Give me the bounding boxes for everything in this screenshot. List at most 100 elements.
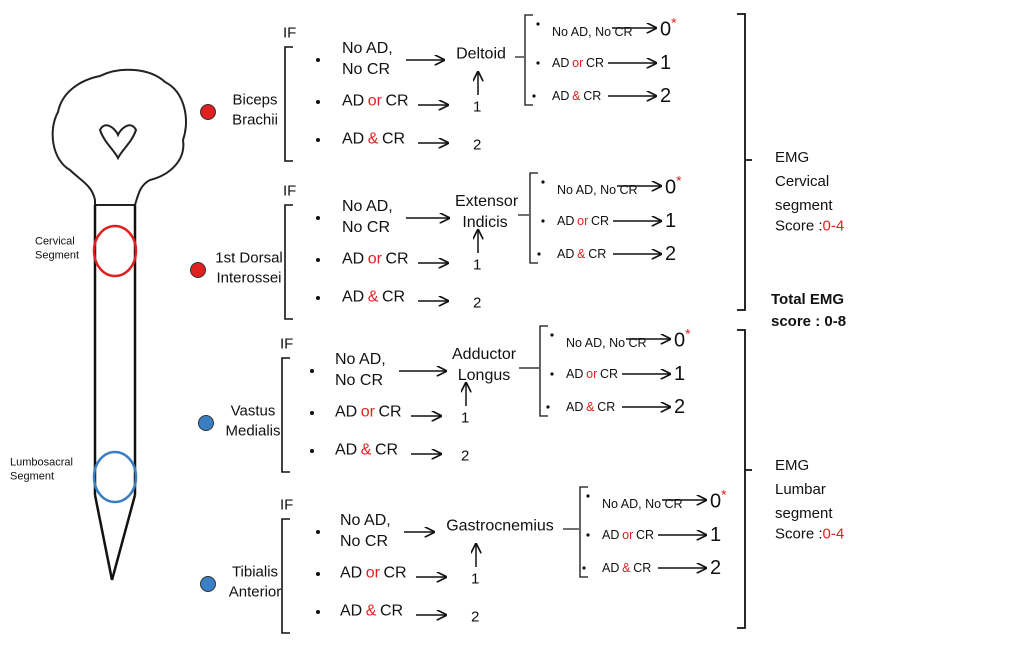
condition: AD&CR [342, 288, 405, 309]
sub-condition: AD&CR [557, 246, 606, 262]
score-mark: * [721, 487, 726, 503]
sub-score: 2 [710, 555, 721, 581]
condition-conjunction: & [368, 131, 379, 148]
condition-term: CR [600, 367, 618, 381]
cord-tip-right [112, 495, 135, 580]
condition-term: CR [382, 289, 405, 306]
bullet [586, 494, 589, 497]
score-value: 2 [665, 243, 676, 265]
condition-term: AD [552, 56, 569, 70]
score-prefix: Score : [775, 217, 823, 234]
bullet [310, 449, 314, 453]
if-label: IF [280, 495, 293, 515]
muscle-name: Vastus Medialis [218, 402, 288, 441]
segment-score: Score :0-4 [775, 216, 844, 236]
target-muscle: Deltoid [450, 45, 512, 66]
sub-condition: AD&CR [552, 88, 601, 104]
score: 1 [471, 569, 479, 589]
score-range: 0-4 [823, 217, 845, 234]
score: 2 [471, 607, 479, 627]
segment-score-label: EMG Cervical segment [775, 146, 847, 218]
bullet [532, 94, 535, 97]
sub-condition: No AD, No CR [557, 182, 639, 198]
condition-conjunction: or [586, 367, 597, 381]
sub-score: 1 [665, 208, 676, 234]
target-muscle: Gastrocnemius [440, 517, 560, 538]
condition-term: AD [342, 93, 364, 110]
muscle-dot [199, 416, 214, 431]
condition-term: AD [340, 565, 362, 582]
condition: AD&CR [340, 602, 403, 623]
sub-condition: No AD, No CR [566, 335, 648, 351]
condition-term: CR [375, 442, 398, 459]
sub-score: 0* [660, 14, 677, 43]
bullet [316, 216, 320, 220]
bullet [550, 333, 553, 336]
muscle-dot [201, 577, 216, 592]
score-prefix: Score : [775, 525, 823, 542]
bullet [316, 572, 320, 576]
sub-score: 1 [710, 522, 721, 548]
sub-condition: No AD, No CR [602, 496, 684, 512]
if-label: IF [283, 181, 296, 201]
bullet [550, 372, 553, 375]
condition-conjunction: or [366, 565, 380, 582]
score-value: 0 [660, 18, 671, 40]
sub-condition: AD&CR [566, 399, 615, 415]
muscle-name: 1st Dorsal Interossei [205, 249, 293, 288]
condition-conjunction: or [361, 404, 375, 421]
condition-term: AD [340, 603, 362, 620]
sub-score: 0* [665, 172, 682, 201]
score-value: 0 [665, 176, 676, 198]
condition-term: AD [342, 131, 364, 148]
sub-bracket [525, 15, 533, 105]
condition-term: CR [636, 528, 654, 542]
bullet [316, 258, 320, 262]
score-value: 0 [674, 329, 685, 351]
condition-term: AD [557, 214, 574, 228]
muscle-name: Biceps Brachii [222, 91, 288, 130]
diagram-lines [0, 0, 1026, 661]
sub-bracket [540, 326, 548, 416]
bullet [310, 369, 314, 373]
condition-term: CR [588, 247, 606, 261]
condition-conjunction: & [572, 89, 580, 103]
sub-bracket [580, 487, 588, 577]
condition-term: CR [379, 404, 402, 421]
bullet [582, 566, 585, 569]
score-mark: * [671, 15, 676, 31]
score-value: 2 [710, 557, 721, 579]
condition: No AD, No CR [342, 197, 404, 239]
muscle-dot [191, 263, 206, 278]
total-score: Total EMG score : 0-8 [771, 289, 867, 333]
condition-conjunction: & [586, 400, 594, 414]
condition-term: AD [342, 251, 364, 268]
condition-term: AD [335, 404, 357, 421]
score-value: 2 [674, 396, 685, 418]
condition-conjunction: & [366, 603, 377, 620]
bullet [586, 533, 589, 536]
condition-term: CR [382, 131, 405, 148]
if-label: IF [283, 23, 296, 43]
bullet [316, 530, 320, 534]
score-value: 1 [660, 52, 671, 74]
condition-conjunction: or [572, 56, 583, 70]
cord-tip-left [95, 495, 112, 580]
score-value: 1 [665, 210, 676, 232]
score-value: 2 [660, 85, 671, 107]
condition-term: AD [557, 247, 574, 261]
condition-term: CR [597, 400, 615, 414]
bullet [310, 411, 314, 415]
score: 1 [473, 97, 481, 117]
condition: No AD, No CR [340, 511, 402, 553]
condition-term: CR [586, 56, 604, 70]
score-value: 0 [710, 490, 721, 512]
sub-score: 2 [674, 394, 685, 420]
condition: AD&CR [342, 130, 405, 151]
muscle-name: Tibialis Anterior [220, 563, 290, 602]
bullet [316, 610, 320, 614]
